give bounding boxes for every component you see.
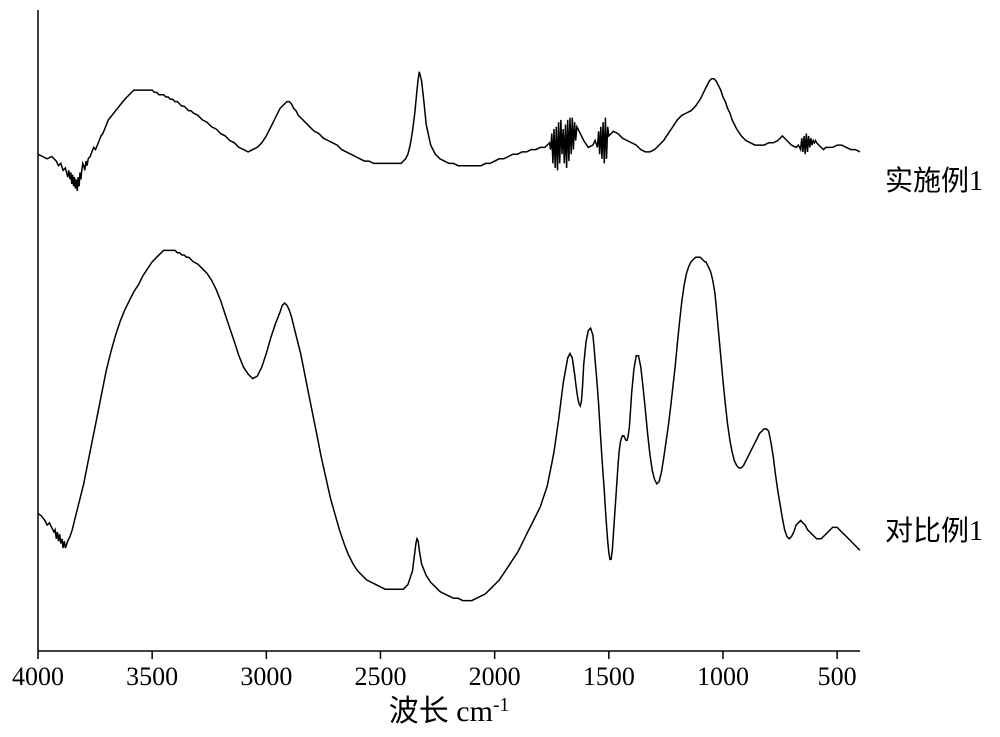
x-tick-label: 2000 <box>469 662 521 691</box>
x-tick-label: 4000 <box>12 662 64 691</box>
ir-spectra-chart: 4000 3500 3000 2500 2000 1500 1000 500 波长 cm-1 实施… <box>0 0 1000 737</box>
x-tick-label: 2500 <box>355 662 407 691</box>
series-label-1: 对比例1 <box>885 515 983 547</box>
x-tick-label: 1500 <box>583 662 635 691</box>
series-label-0: 实施例1 <box>885 165 983 197</box>
x-axis-label: 波长 cm-1 <box>389 695 509 729</box>
spectrum-curve-0 <box>38 72 860 191</box>
x-tick-label: 1000 <box>697 662 749 691</box>
x-tick-label: 500 <box>818 662 857 691</box>
x-tick-label: 3500 <box>126 662 178 691</box>
x-tick-label: 3000 <box>240 662 292 691</box>
spectrum-curve-1 <box>38 250 860 600</box>
